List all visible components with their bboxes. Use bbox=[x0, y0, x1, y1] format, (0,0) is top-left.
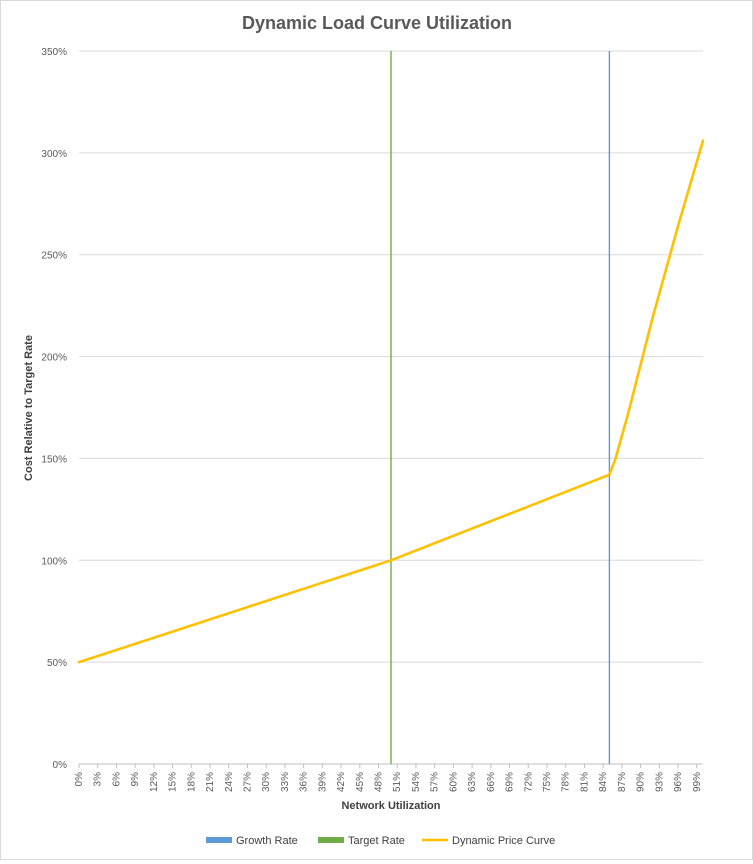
x-tick-label: 96% bbox=[673, 772, 684, 792]
x-tick-label: 72% bbox=[523, 772, 534, 792]
x-tick-label: 0% bbox=[74, 772, 85, 787]
x-axis: 0% 3% 6% 9% 12% 15% 18% 21% 24% 27% 30% 33% 36% 39% 42… bbox=[74, 764, 703, 792]
x-tick-label: 9% bbox=[130, 772, 141, 787]
legend-swatch bbox=[318, 837, 344, 843]
y-tick-label: 150% bbox=[41, 454, 67, 465]
x-tick-label: 87% bbox=[617, 772, 628, 792]
y-tick-label: 100% bbox=[41, 556, 67, 567]
x-tick-label: 3% bbox=[93, 772, 104, 787]
legend-swatch bbox=[206, 837, 232, 843]
y-tick-label: 350% bbox=[41, 47, 67, 58]
legend: Growth Rate Target Rate Dynamic Price Curv… bbox=[206, 835, 555, 847]
x-tick-label: 12% bbox=[149, 772, 160, 792]
x-tick-label: 60% bbox=[448, 772, 459, 792]
x-tick-label: 66% bbox=[486, 772, 497, 792]
x-tick-label: 15% bbox=[168, 772, 179, 792]
x-tick-label: 51% bbox=[392, 772, 403, 792]
y-tick-label: 50% bbox=[47, 658, 67, 669]
x-tick-label: 69% bbox=[505, 772, 516, 792]
y-tick-label: 250% bbox=[41, 251, 67, 262]
x-tick-label: 39% bbox=[317, 772, 328, 792]
y-tick-label: 200% bbox=[41, 353, 67, 364]
x-tick-label: 63% bbox=[467, 772, 478, 792]
x-tick-label: 99% bbox=[692, 772, 703, 792]
x-tick-label: 93% bbox=[654, 772, 665, 792]
y-axis: 0% 50% 100% 150% 200% 250% 300% 350% bbox=[41, 47, 67, 771]
y-tick-label: 0% bbox=[53, 760, 68, 771]
x-axis-title: Network Utilization bbox=[341, 800, 440, 812]
x-tick-label: 24% bbox=[224, 772, 235, 792]
x-tick-label: 30% bbox=[261, 772, 272, 792]
x-tick-label: 18% bbox=[186, 772, 197, 792]
x-tick-label: 78% bbox=[561, 772, 572, 792]
y-axis-title: Cost Relative to Target Rate bbox=[23, 335, 35, 481]
x-tick-label: 54% bbox=[411, 772, 422, 792]
x-tick-label: 45% bbox=[355, 772, 366, 792]
legend-label: Target Rate bbox=[348, 835, 405, 847]
x-tick-label: 6% bbox=[111, 772, 122, 787]
x-tick-label: 57% bbox=[430, 772, 441, 792]
x-tick-label: 81% bbox=[579, 772, 590, 792]
x-tick-label: 33% bbox=[280, 772, 291, 792]
x-tick-label: 48% bbox=[374, 772, 385, 792]
chart-title: Dynamic Load Curve Utilization bbox=[242, 13, 512, 33]
x-tick-label: 42% bbox=[336, 772, 347, 792]
x-tick-label: 90% bbox=[636, 772, 647, 792]
plot-area bbox=[79, 51, 703, 764]
legend-label: Dynamic Price Curve bbox=[452, 835, 555, 847]
x-tick-label: 75% bbox=[542, 772, 553, 792]
legend-label: Growth Rate bbox=[236, 835, 298, 847]
x-tick-label: 21% bbox=[205, 772, 216, 792]
x-tick-label: 84% bbox=[598, 772, 609, 792]
y-tick-label: 300% bbox=[41, 149, 67, 160]
x-tick-label: 36% bbox=[299, 772, 310, 792]
x-tick-label: 27% bbox=[242, 772, 253, 792]
